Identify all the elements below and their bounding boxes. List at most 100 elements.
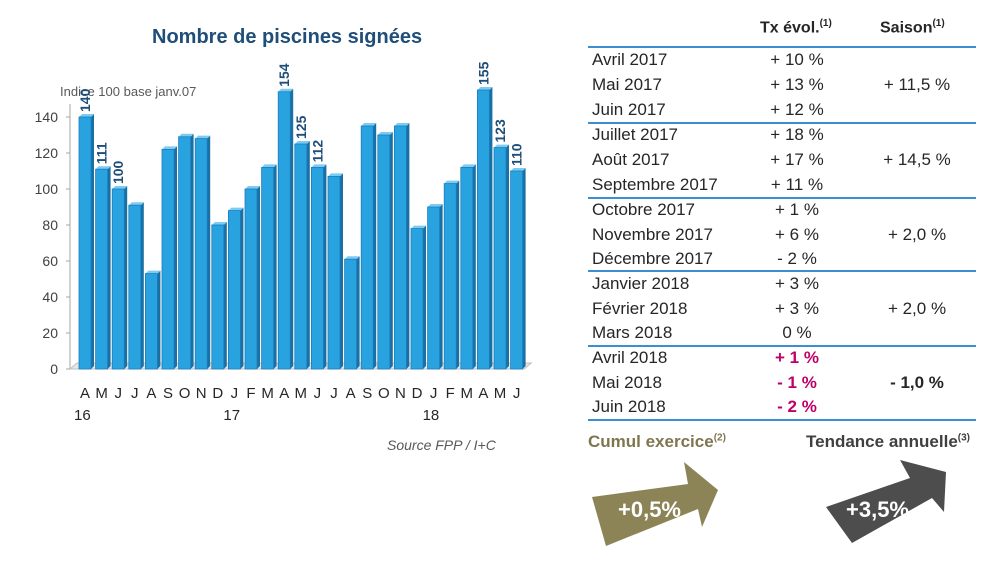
bar-top	[145, 270, 161, 274]
table-row-label: Juin 2018	[592, 397, 666, 416]
table-row-label: Juillet 2017	[592, 125, 679, 144]
bar	[393, 125, 407, 370]
bar	[211, 224, 225, 370]
bar	[111, 188, 125, 370]
bar	[427, 206, 441, 370]
data-label: 111	[94, 142, 110, 164]
bar	[476, 89, 490, 370]
bar-top	[427, 204, 443, 207]
bar-top	[162, 146, 177, 150]
y-tick-label: 40	[42, 289, 58, 305]
table-row-label: Août 2017	[592, 150, 670, 169]
season-value: + 14,5 %	[883, 150, 951, 169]
divider	[588, 122, 976, 124]
bar-top	[228, 207, 244, 211]
bar-side	[472, 164, 476, 369]
bar-side	[107, 166, 111, 369]
data-label: 154	[276, 63, 292, 87]
trend-arrow-icon	[826, 460, 946, 543]
x-tick-label: A	[346, 385, 356, 402]
data-label: 125	[293, 115, 309, 139]
bar	[178, 136, 192, 370]
bar-top	[79, 114, 94, 117]
season-value: - 1,0 %	[890, 373, 944, 392]
col-header-season: Saison(1)	[880, 18, 945, 37]
x-tick-label: J	[231, 385, 239, 402]
y-tick-label: 0	[50, 361, 58, 377]
bar-side	[140, 202, 144, 369]
data-label: 123	[492, 119, 508, 143]
x-tick-label: S	[362, 385, 372, 402]
bar-side	[190, 133, 194, 369]
table-row-value: + 11 %	[770, 175, 824, 194]
bar-top	[128, 202, 144, 206]
x-tick-label: M	[95, 385, 108, 402]
bar-top	[344, 256, 360, 260]
bar	[377, 134, 391, 370]
bar	[227, 210, 241, 370]
chart-title: Nombre de piscines signées	[152, 26, 423, 48]
bar-top	[494, 144, 509, 148]
bar-top	[377, 132, 393, 135]
cumul-value: +0,5%	[618, 497, 681, 522]
data-label: 100	[110, 160, 126, 184]
bar	[194, 138, 208, 370]
x-tick-label: D	[212, 385, 223, 402]
bar-top	[211, 222, 227, 225]
bar	[327, 175, 341, 370]
divider	[588, 197, 976, 199]
x-tick-label: F	[446, 385, 455, 402]
bar	[310, 166, 324, 370]
bar	[360, 125, 374, 370]
bar	[244, 188, 258, 370]
bar-side	[522, 168, 526, 369]
bar-side	[124, 186, 128, 369]
bar-side	[290, 88, 294, 370]
table-row-label: Mai 2018	[592, 373, 662, 392]
table-row-label: Septembre 2017	[592, 175, 718, 194]
bar-top	[112, 186, 128, 189]
bar-top	[394, 123, 410, 126]
x-tick-label: J	[114, 385, 122, 402]
bar-side	[257, 186, 260, 369]
table-row-value: - 1 %	[777, 373, 817, 392]
bar	[78, 116, 92, 370]
bar	[294, 143, 308, 370]
bar	[161, 148, 175, 370]
trend-label: Tendance annuelle(3)	[806, 432, 971, 451]
table-row-value: + 17 %	[770, 150, 824, 169]
x-tick-label: J	[131, 385, 139, 402]
trend-value: +3,5%	[846, 497, 909, 522]
bar	[261, 166, 275, 370]
bar-side	[373, 123, 377, 369]
table-row-value: + 1 %	[775, 200, 819, 219]
table-row-value: + 10 %	[770, 50, 824, 69]
bar-side	[157, 270, 161, 369]
table-row-label: Juin 2017	[592, 100, 666, 119]
table-row-label: Octobre 2017	[592, 200, 696, 219]
table-row-label: Mars 2018	[592, 323, 673, 342]
bar-side	[174, 146, 177, 369]
bar-side	[389, 132, 393, 369]
table-row-value: - 2 %	[777, 249, 817, 268]
bar-top	[328, 173, 343, 177]
bar-top	[195, 135, 211, 139]
bar	[443, 183, 457, 370]
divider	[588, 46, 976, 48]
x-tick-label: A	[478, 385, 488, 402]
x-tick-label: M	[295, 385, 308, 402]
x-tick-label: J	[314, 385, 322, 402]
x-tick-label: A	[80, 385, 90, 402]
bar-side	[356, 256, 360, 369]
table-row-label: Février 2018	[592, 299, 688, 318]
bar-side	[406, 123, 410, 369]
bar-top	[178, 133, 194, 137]
table-row-value: + 18 %	[770, 125, 824, 144]
divider	[588, 345, 976, 347]
table-row-label: Avril 2017	[592, 50, 668, 69]
y-tick-label: 60	[42, 253, 58, 269]
table-row-label: Avril 2018	[592, 348, 668, 367]
year-label: 18	[423, 407, 440, 424]
bar-side	[456, 180, 460, 369]
